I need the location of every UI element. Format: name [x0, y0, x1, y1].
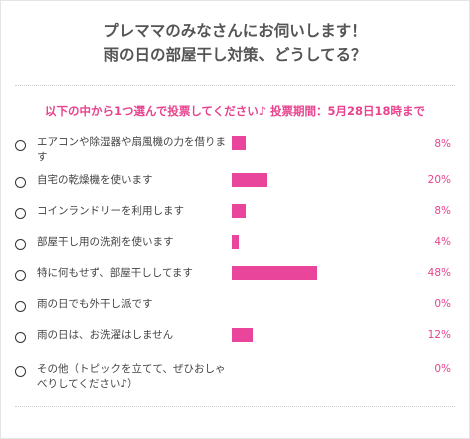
option-radio[interactable] — [15, 366, 26, 377]
option-percent: 20% — [427, 174, 451, 186]
top-divider — [15, 85, 455, 86]
option-bar-track — [232, 173, 432, 187]
poll-option[interactable]: 雨の日は、お洗濯はしません 12% — [1, 328, 469, 358]
option-percent: 48% — [427, 267, 451, 279]
option-label: 雨の日は、お洗濯はしません — [37, 329, 174, 341]
option-bar — [232, 173, 267, 187]
option-radio[interactable] — [15, 270, 26, 281]
poll-option[interactable]: エアコンや除湿器や扇風機の力を借ります 8% — [1, 135, 469, 165]
poll-title-line2: 雨の日の部屋干し対策、どうしてる？ — [103, 46, 367, 64]
poll-title-line1: プレママのみなさんにお伺いします！ — [103, 22, 367, 40]
option-radio[interactable] — [15, 301, 26, 312]
option-bar — [232, 204, 246, 218]
option-percent: 0% — [434, 363, 451, 375]
option-bar-track — [232, 328, 432, 342]
option-radio[interactable] — [15, 208, 26, 219]
option-bar — [232, 266, 317, 280]
option-percent: 8% — [434, 205, 451, 217]
option-bar-track — [232, 136, 432, 150]
poll-option[interactable]: 自宅の乾燥機を使います 20% — [1, 173, 469, 203]
option-radio[interactable] — [15, 332, 26, 343]
poll-option[interactable]: 雨の日でも外干し派です 0% — [1, 297, 469, 327]
option-bar-track — [232, 297, 432, 311]
option-bar — [232, 235, 239, 249]
poll-title: プレママのみなさんにお伺いします！ 雨の日の部屋干し対策、どうしてる？ — [1, 19, 469, 67]
option-label: 自宅の乾燥機を使います — [37, 174, 153, 186]
poll-option[interactable]: コインランドリーを利用します 8% — [1, 204, 469, 234]
option-label: 部屋干し用の洗剤を使います — [37, 236, 174, 248]
option-bar-track — [232, 235, 432, 249]
poll-option[interactable]: その他（トピックを立てて、ぜひおしゃべりしてください♪） 0% — [1, 362, 469, 396]
option-bar-track — [232, 266, 432, 280]
poll-option[interactable]: 部屋干し用の洗剤を使います 4% — [1, 235, 469, 265]
bottom-divider — [15, 406, 455, 407]
option-bar — [232, 328, 253, 342]
option-radio[interactable] — [15, 140, 26, 151]
option-percent: 0% — [434, 298, 451, 310]
option-percent: 12% — [427, 329, 451, 341]
option-label: コインランドリーを利用します — [37, 205, 184, 217]
option-label: 特に何もせず、部屋干ししてます — [37, 267, 193, 279]
option-label: エアコンや除湿器や扇風機の力を借ります — [37, 136, 226, 163]
option-label: その他（トピックを立てて、ぜひおしゃべりしてください♪） — [37, 363, 226, 390]
option-percent: 4% — [434, 236, 451, 248]
poll-question: 以下の中から1つ選んで投票してください♪ 投票期間：5月28日18時まで — [44, 104, 426, 118]
option-percent: 8% — [434, 138, 451, 150]
option-bar — [232, 136, 246, 150]
poll-option[interactable]: 特に何もせず、部屋干ししてます 48% — [1, 266, 469, 296]
option-label: 雨の日でも外干し派です — [37, 298, 153, 310]
option-bar-track — [232, 362, 432, 376]
option-radio[interactable] — [15, 177, 26, 188]
option-bar-track — [232, 204, 432, 218]
option-radio[interactable] — [15, 239, 26, 250]
